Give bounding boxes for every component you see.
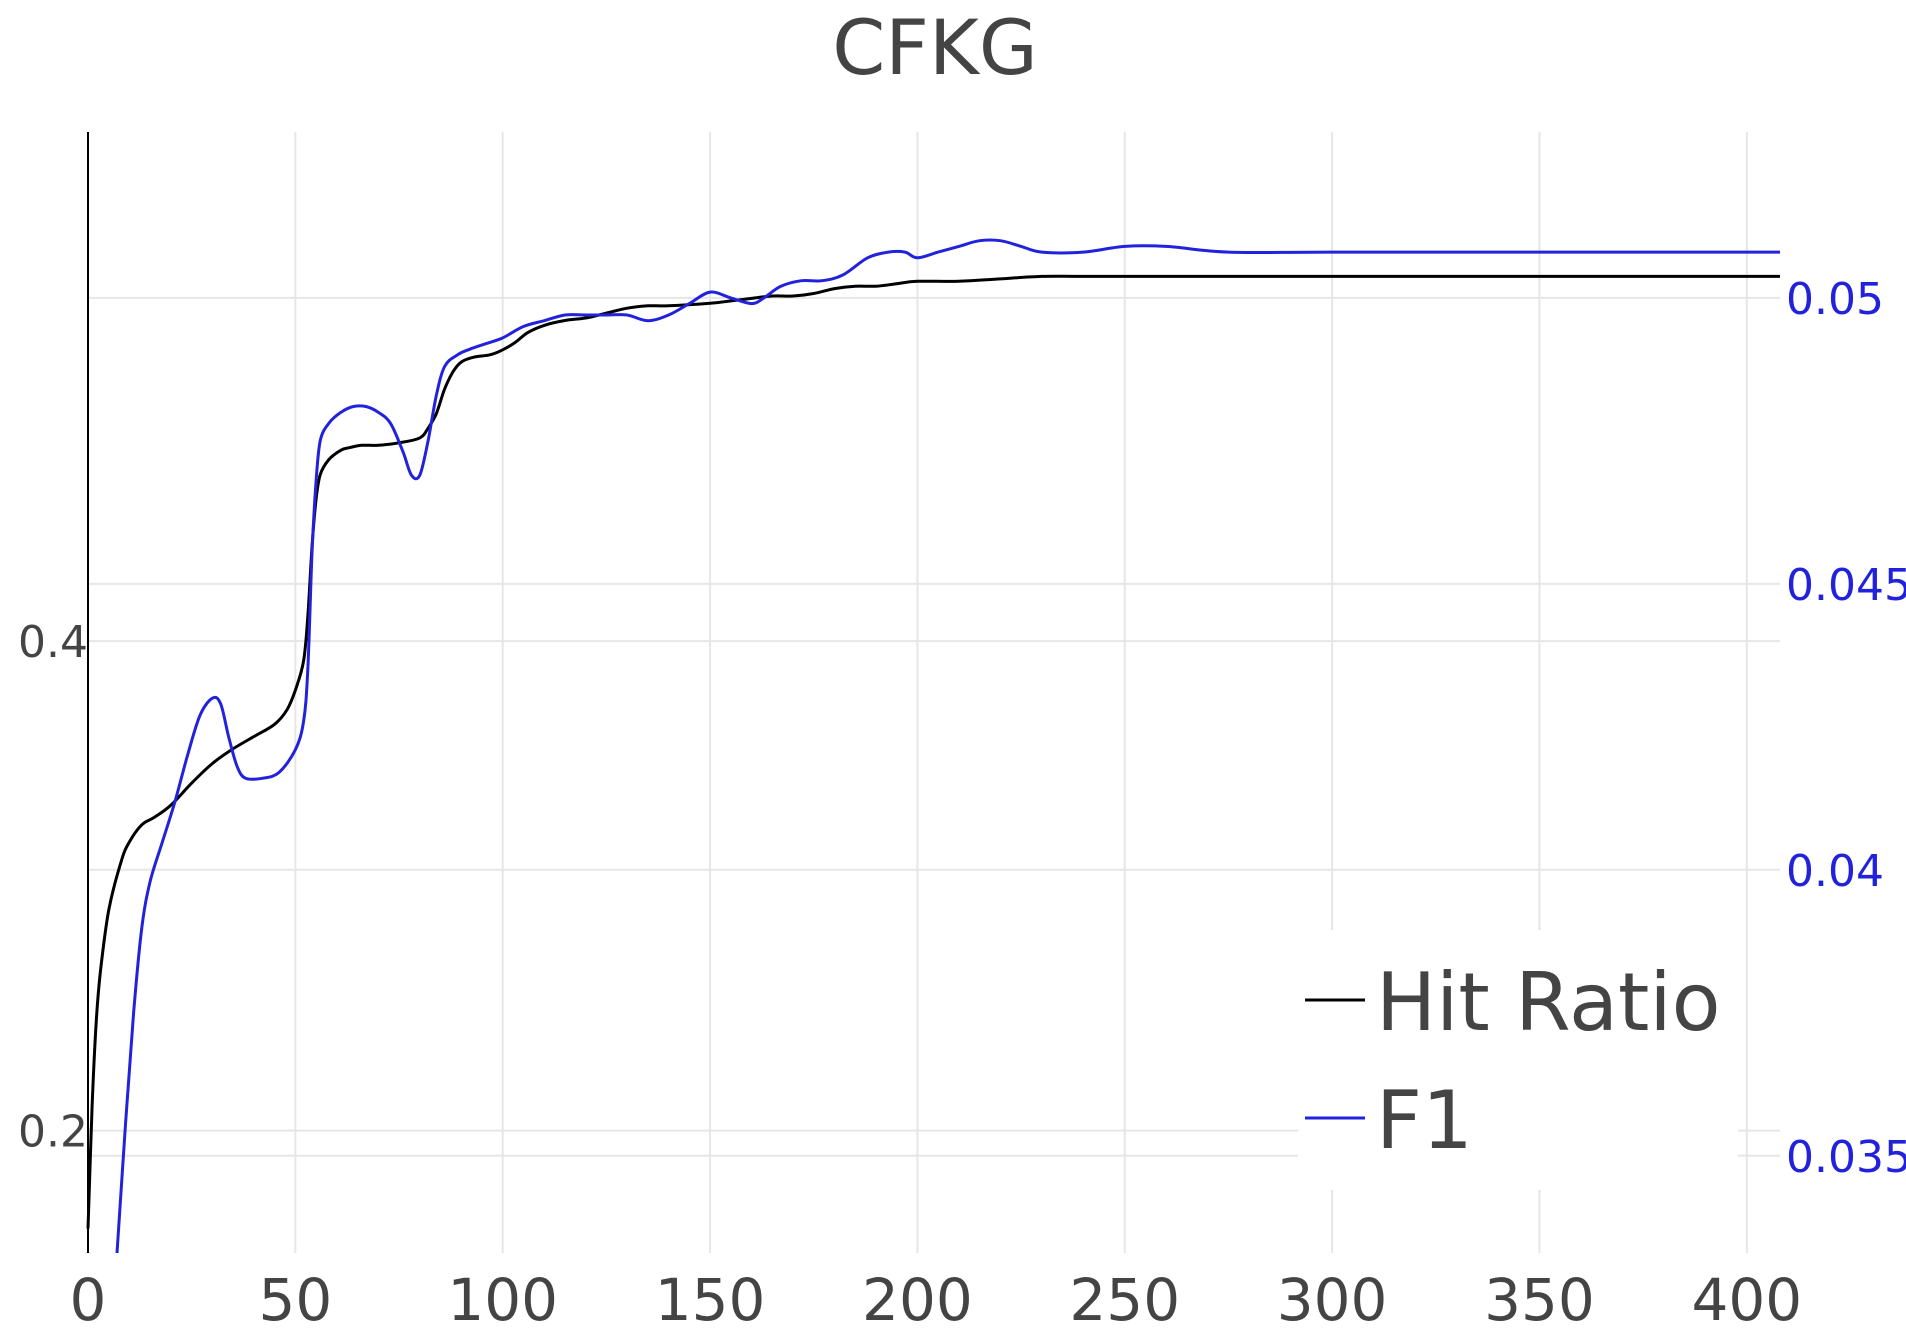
- axes: 0 50 100 150 200 250 300 350 400 0.2 0.4 0.035 0.04 0…: [18, 132, 1906, 1334]
- y-tick-label: 0.2: [18, 1107, 88, 1158]
- x-tick-label: 200: [862, 1266, 973, 1334]
- series-line-f1: [115, 238, 1780, 1254]
- x-tick-label: 0: [70, 1266, 107, 1334]
- y2-tick-label: 0.045: [1786, 560, 1906, 611]
- x-tick-label: 300: [1277, 1266, 1388, 1334]
- y2-tick-label: 0.05: [1786, 274, 1884, 325]
- legend: Hit Ratio F1: [1298, 930, 1738, 1190]
- legend-label-hit-ratio: Hit Ratio: [1376, 956, 1721, 1049]
- x-tick-label: 250: [1069, 1266, 1180, 1334]
- series-line-hit-ratio: [86, 274, 1780, 1229]
- y2-tick-label: 0.04: [1786, 846, 1884, 897]
- y-tick-label: 0.4: [18, 617, 88, 668]
- legend-label-f1: F1: [1376, 1074, 1473, 1167]
- x-tick-label: 100: [447, 1266, 558, 1334]
- x-tick-label: 400: [1691, 1266, 1802, 1334]
- legend-background: [1298, 930, 1738, 1190]
- grid: [88, 132, 1780, 1253]
- series-lines: [86, 238, 1780, 1254]
- x-tick-label: 150: [655, 1266, 766, 1334]
- x-tick-label: 350: [1484, 1266, 1595, 1334]
- x-tick-label: 50: [258, 1266, 332, 1334]
- y2-tick-label: 0.035: [1786, 1132, 1906, 1183]
- chart-title: CFKG: [832, 3, 1038, 92]
